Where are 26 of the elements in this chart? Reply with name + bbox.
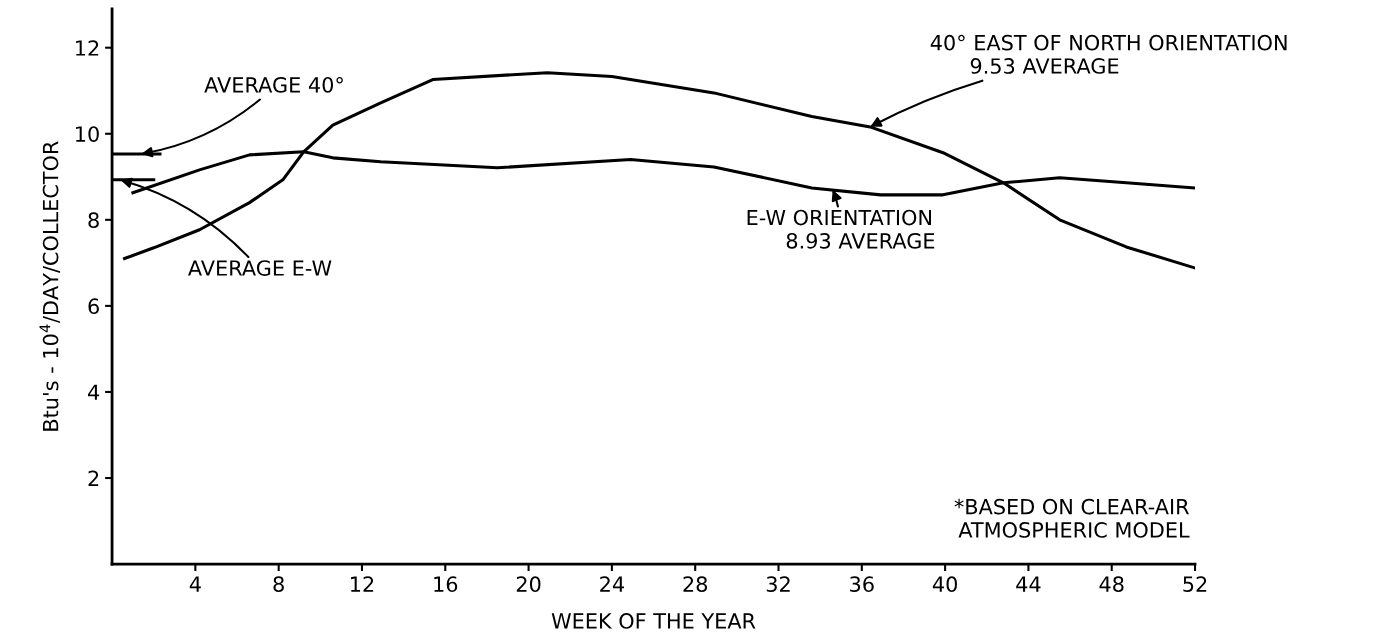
x-tick-label: 4 (189, 576, 201, 592)
x-tick-label: 20 (516, 576, 541, 593)
x-tick-label: 32 (766, 576, 790, 593)
x-tick-label: 12 (351, 576, 374, 592)
annotation: AVERAGE E-W (188, 260, 332, 276)
y-tick-label: 6 (88, 298, 99, 315)
annotation: E-W ORIENTATION 8.93 AVERAGE (747, 209, 935, 249)
x-tick-label: 40 (932, 576, 957, 593)
x-tick-label: 52 (1183, 576, 1207, 593)
y-tick-label: 12 (76, 40, 99, 56)
x-tick-label: 28 (683, 576, 708, 593)
y-axis-title: Btu's - 10$^{4}$/DAY/COLLECTOR (39, 141, 61, 431)
y-tick-label: 2 (88, 470, 99, 486)
x-tick-label: 44 (1016, 576, 1041, 592)
x-tick-label: 36 (850, 576, 874, 593)
annotation: AVERAGE 40° (204, 76, 343, 93)
annotation: *BASED ON CLEAR-AIR ATMOSPHERIC MODEL (954, 498, 1190, 538)
x-tick-label: 8 (273, 576, 284, 593)
y-tick-label: 10 (76, 126, 99, 142)
y-tick-label: 4 (88, 384, 100, 400)
annotation: 40° EAST OF NORTH ORIENTATION 9.53 AVERAGE (930, 34, 1287, 74)
x-tick-label: 24 (600, 576, 624, 592)
y-tick-label: 8 (88, 212, 99, 229)
x-tick-label: 48 (1099, 576, 1124, 593)
x-axis-title: WEEK OF THE YEAR (551, 613, 756, 629)
x-tick-label: 16 (434, 576, 458, 593)
